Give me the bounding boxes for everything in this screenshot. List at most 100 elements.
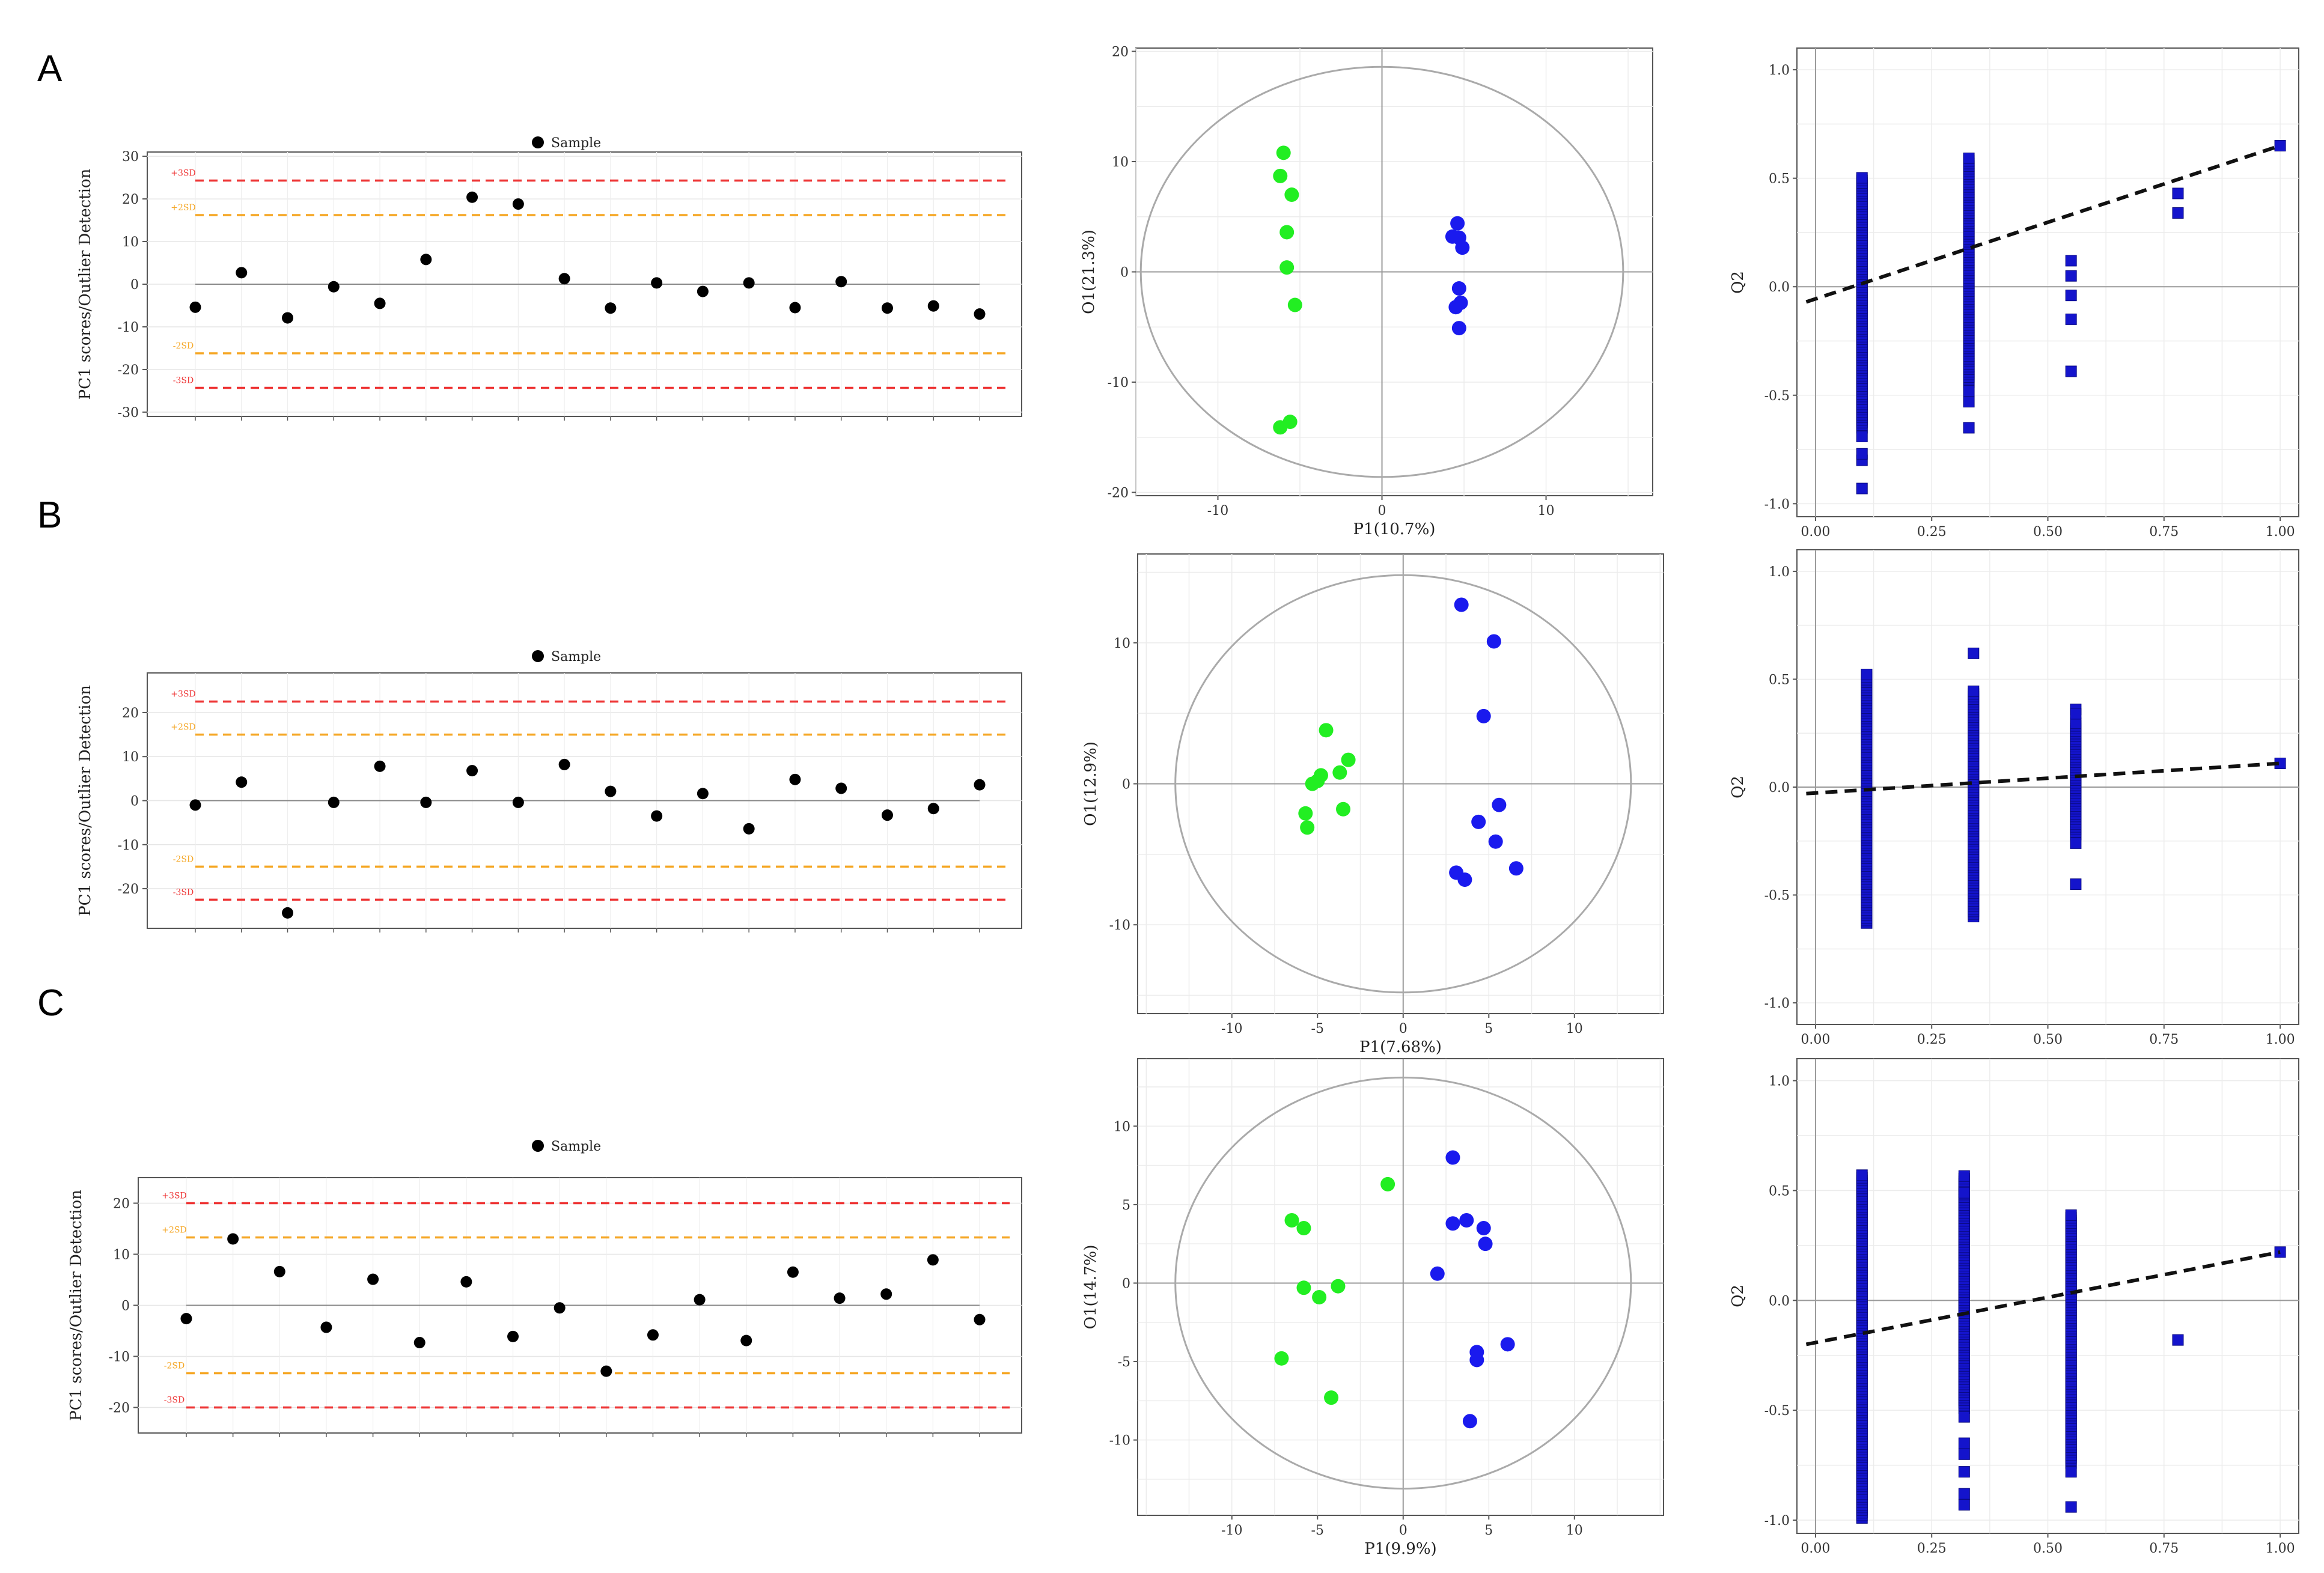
group1-point [1312,1289,1327,1304]
group1-point [1274,1351,1289,1366]
q2-point [2274,140,2286,151]
y-tick-label: 10 [122,235,139,250]
group2-point [1445,1216,1460,1231]
q2-point [1958,1187,1970,1199]
sample-point [328,796,340,808]
sample-point [927,1254,939,1266]
group2-point [1459,1213,1474,1228]
sample-point [605,785,617,797]
group1-point [1331,1279,1346,1294]
x-tick-label: 0.75 [2149,1032,2179,1047]
q2-point [2065,270,2077,282]
sample-point [320,1321,332,1333]
group2-point [1454,597,1469,612]
y-tick-label: -10 [118,320,139,335]
permutation-plot-C: 0.00 0.25 0.50 0.75 1.00 -1.0 -0.5 0.0 0.5 1.0 Q2 [1729,1058,2299,1556]
sd-label: -3SD [173,376,194,385]
confidence-ellipse [1174,574,1632,994]
group1-point [1319,723,1334,738]
group1-point [1341,752,1356,767]
y-tick-label: 10 [1114,1119,1130,1134]
y-tick-label: 0.0 [1769,780,1790,796]
x-tick-label: 10 [1566,1021,1583,1036]
y-tick-label: 0 [1120,266,1129,281]
q2-point [2070,837,2082,849]
q2-point [1963,422,1975,434]
y-tick-label: -10 [109,1350,130,1365]
sample-point [927,803,939,815]
x-axis-title: P1(9.9%) [1364,1540,1436,1558]
x-tick-label: 0.50 [2033,1541,2063,1556]
y-tick-label: -1.0 [1764,996,1790,1011]
q2-point [1856,1169,1868,1181]
y-axis-title: Q2 [1729,271,1747,294]
y-tick-label: -1.0 [1764,497,1790,512]
q2-point [2065,255,2077,267]
sd-label: -2SD [173,854,194,864]
sample-point [466,765,478,777]
group1-point [1287,297,1302,312]
group1-point [1296,1280,1311,1295]
y-tick-label: -0.5 [1764,389,1790,404]
sample-point [789,302,801,314]
y-tick-label: -10 [1108,376,1129,391]
x-tick-label: 10 [1538,504,1555,519]
x-tick-label: 0.00 [1801,525,1830,540]
q2-point [1856,482,1868,494]
group2-point [1492,797,1507,812]
y-tick-label: 1.0 [1769,1074,1790,1089]
group2-point [1453,295,1468,310]
sample-point [227,1233,239,1245]
sample-point [605,302,617,314]
sd-label: +2SD [171,203,195,213]
q2-point [1861,669,1873,681]
x-tick-label: -5 [1311,1523,1324,1538]
y-tick-label: -20 [118,882,139,897]
y-tick-label: 0.0 [1769,280,1790,295]
y-tick-label: -20 [1108,485,1129,500]
y-axis-title: O1(14.7%) [1082,1245,1100,1330]
y-tick-label: 20 [122,192,139,207]
x-tick-label: 0.25 [1917,1541,1947,1556]
sample-point [374,297,386,309]
group1-point [1279,225,1295,240]
y-tick-label: 20 [113,1197,130,1212]
group2-point [1478,1237,1493,1252]
x-tick-label: 0.50 [2033,1032,2063,1047]
sample-point [273,1265,285,1277]
sample-point [743,823,755,835]
q2-point [1856,172,1868,184]
sd-label: +3SD [171,690,195,699]
x-tick-label: 0 [1399,1523,1408,1538]
y-tick-label: 5 [1122,1198,1130,1213]
outlier-plot-B: +3SD +2SD -2SD -3SD -20 -10 0 10 20 Sample PC1 sco… [76,650,1022,933]
confidence-ellipse [1139,65,1624,478]
group2-point [1455,240,1470,255]
score-plot-B: -10 -5 0 5 10 -10 0 10 P1(7.68%) O1(12.9%) [1082,553,1664,1056]
score-plot-A: -10 0 10 -20 -10 0 10 20 P1(10.7%) O1(21.3%) [1080,45,1653,538]
sample-point [787,1266,799,1278]
q2-point [2172,187,2184,199]
sd-label: -2SD [164,1362,185,1371]
group1-point [1324,1390,1339,1405]
score-plot-C: -10 -5 0 5 10 -10 -5 0 5 10 P1(9.9%) O1(14.7%) [1082,1058,1664,1558]
y-tick-label: 0.0 [1769,1294,1790,1309]
y-tick-label: -10 [118,838,139,853]
y-tick-label: 10 [113,1248,130,1263]
x-tick-label: 0.25 [1917,1032,1947,1047]
sample-point [694,1294,706,1306]
group1-point [1296,1221,1311,1236]
sample-point [697,285,709,297]
x-tick-label: 0.75 [2149,525,2179,540]
sample-point [554,1302,566,1314]
group2-point [1508,861,1523,876]
q2-point [2065,365,2077,377]
group1-point [1284,187,1299,202]
q2-point [2070,878,2082,890]
y-tick-label: 0 [121,1299,130,1314]
q2-point [2065,1501,2077,1513]
legend-marker [532,650,544,662]
y-tick-label: 0 [1122,1276,1130,1291]
group1-point [1276,145,1291,160]
q2-point [1968,647,1980,659]
